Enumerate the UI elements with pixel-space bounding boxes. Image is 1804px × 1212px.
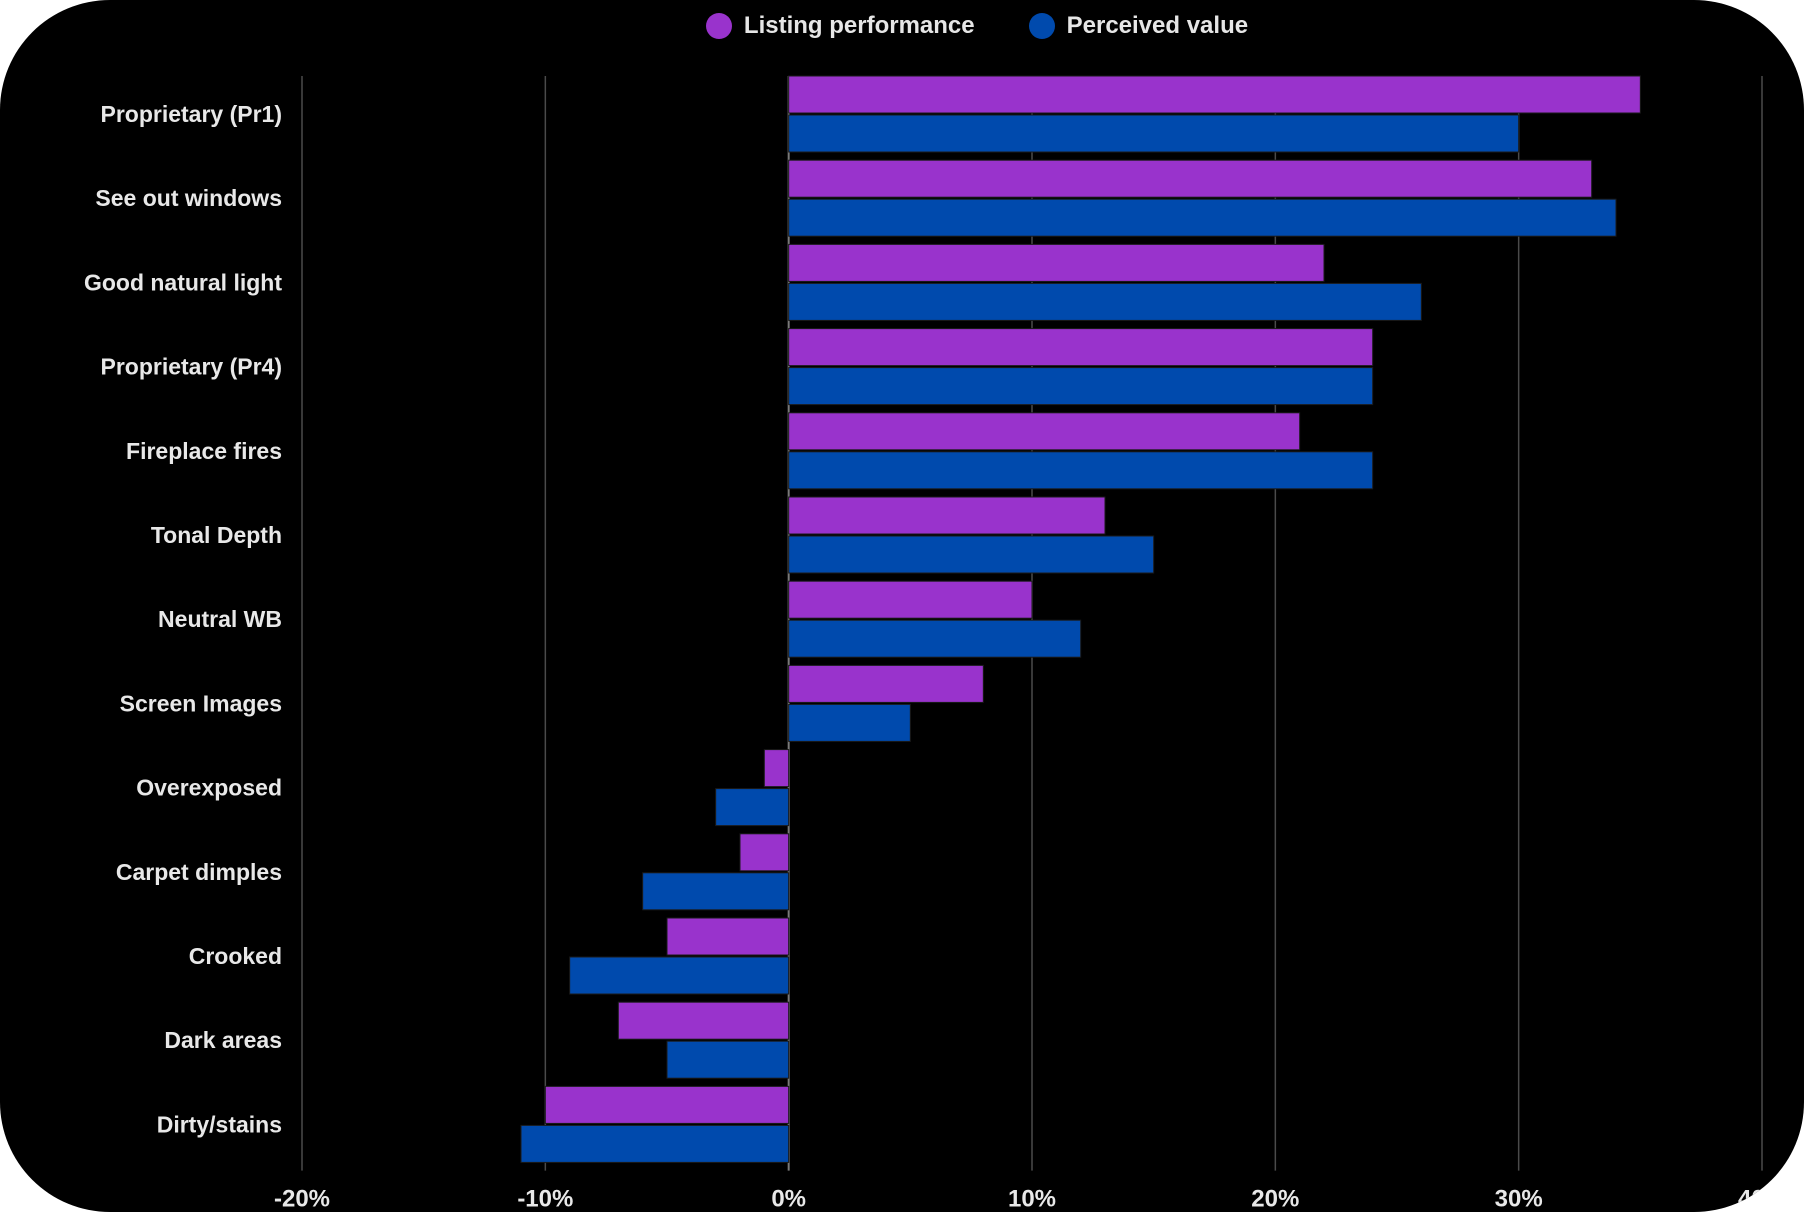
bar-listing-performance-overexposed (763, 749, 790, 788)
bars (520, 75, 1641, 1163)
bar-perceived-value-crooked (569, 956, 790, 995)
x-tick-labels: -20% -10% 0% 10% 20% 30% 40% (274, 1186, 1786, 1212)
bar-perceived-value-carpet-dimples (642, 872, 790, 911)
bar-perceived-value-neutral-wb (788, 619, 1082, 658)
legend-swatch-perceived-value (1028, 13, 1055, 39)
legend-label-listing-performance: Listing performance (743, 12, 975, 39)
category-label-dark-areas: Dark areas (164, 1027, 282, 1053)
bar-perceived-value-proprietary-pr1 (788, 114, 1520, 153)
x-tick-label: -20% (274, 1186, 330, 1212)
bar-perceived-value-proprietary-pr4 (788, 367, 1374, 406)
category-label-screen-images: Screen Images (120, 690, 282, 716)
category-label-fireplace-fires: Fireplace fires (126, 438, 282, 464)
category-label-tonal-depth: Tonal Depth (151, 522, 282, 548)
bar-listing-performance-dirty-stains (544, 1085, 790, 1124)
bar-listing-performance-carpet-dimples (739, 833, 790, 872)
bar-perceived-value-overexposed (715, 788, 790, 827)
bar-perceived-value-see-out-windows (788, 198, 1617, 237)
category-label-good-natural-light: Good natural light (84, 269, 282, 295)
legend-label-perceived-value: Perceived value (1066, 12, 1249, 39)
category-label-neutral-wb: Neutral WB (158, 606, 282, 632)
bar-perceived-value-tonal-depth (788, 535, 1155, 574)
category-label-crooked: Crooked (189, 943, 282, 969)
x-tick-label: -10% (517, 1186, 573, 1212)
bar-listing-performance-dark-areas (617, 1001, 790, 1040)
category-label-proprietary-pr1: Proprietary (Pr1) (100, 101, 282, 127)
legend-swatch-listing-performance (705, 13, 732, 39)
bar-listing-performance-fireplace-fires (788, 412, 1301, 451)
category-label-dirty-stains: Dirty/stains (157, 1111, 282, 1137)
legend: Listing performance Perceived value (0, 12, 1804, 40)
x-tick-label: 40% (1738, 1186, 1786, 1212)
x-tick-label: 10% (1008, 1186, 1056, 1212)
bar-listing-performance-good-natural-light (788, 243, 1325, 282)
category-label-see-out-windows: See out windows (95, 185, 282, 211)
category-labels: Proprietary (Pr1) See out windows Good nat… (84, 101, 282, 1137)
category-label-proprietary-pr4: Proprietary (Pr4) (100, 354, 282, 380)
bar-listing-performance-proprietary-pr1 (788, 75, 1641, 114)
bar-listing-performance-neutral-wb (788, 580, 1033, 619)
bar-perceived-value-fireplace-fires (788, 451, 1374, 490)
x-tick-label: 30% (1495, 1186, 1543, 1212)
category-label-overexposed: Overexposed (136, 775, 282, 801)
bar-listing-performance-crooked (666, 917, 790, 956)
x-tick-label: 20% (1251, 1186, 1299, 1212)
bar-listing-performance-see-out-windows (788, 159, 1593, 198)
bar-listing-performance-tonal-depth (788, 496, 1106, 535)
bar-perceived-value-good-natural-light (788, 282, 1422, 321)
bar-perceived-value-dirty-stains (520, 1124, 790, 1163)
bar-listing-performance-screen-images (788, 664, 984, 703)
legend-item-listing-performance: Listing performance (705, 12, 975, 40)
x-tick-label: 0% (771, 1186, 806, 1212)
legend-item-perceived-value: Perceived value (1028, 12, 1249, 40)
bar-perceived-value-dark-areas (666, 1040, 790, 1079)
category-label-carpet-dimples: Carpet dimples (116, 859, 282, 885)
bar-perceived-value-screen-images (788, 703, 911, 742)
bar-listing-performance-proprietary-pr4 (788, 328, 1374, 367)
